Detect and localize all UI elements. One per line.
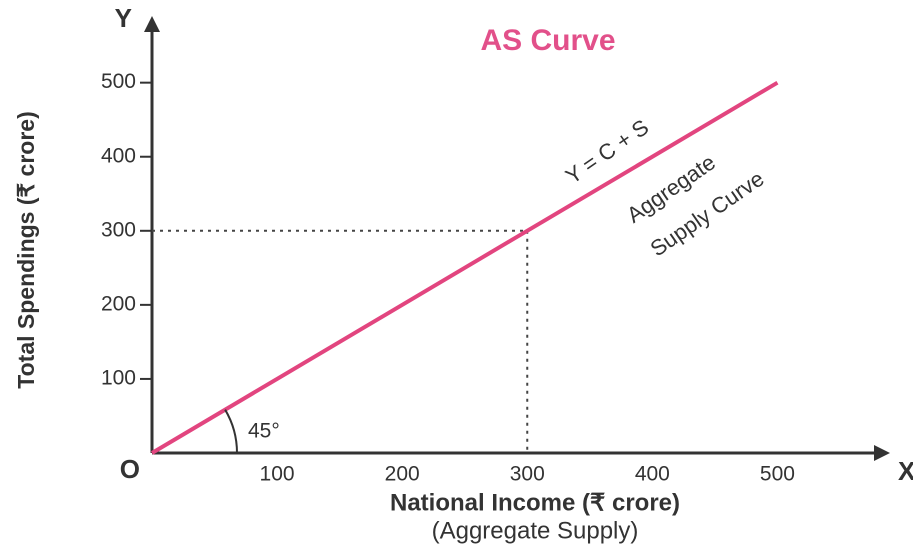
x-arrow	[874, 445, 890, 461]
angle-label: 45°	[248, 420, 280, 443]
angle-arc	[224, 409, 238, 454]
x-tick-label: 500	[760, 463, 795, 486]
series-label: Y = C + S	[561, 114, 653, 189]
x-tick-label: 100	[260, 463, 295, 486]
origin-label: O	[120, 454, 140, 484]
y-axis-label: Total Spendings (₹ crore)	[13, 111, 39, 388]
y-tick-label: 500	[101, 70, 136, 93]
x-tick-label: 200	[385, 463, 420, 486]
y-arrow	[144, 16, 160, 32]
x-tick-label: 300	[510, 463, 545, 486]
line	[150, 80, 779, 455]
y-tick-label: 200	[101, 292, 136, 315]
y-tick-label: 400	[101, 144, 136, 167]
y-tick-label: 300	[101, 218, 136, 241]
x-axis-sublabel: (Aggregate Supply)	[432, 517, 639, 544]
y-tick-label: 100	[101, 366, 136, 389]
chart-title: AS Curve	[480, 24, 615, 57]
x-tick-label: 400	[635, 463, 670, 486]
x-axis-label: National Income (₹ crore)	[390, 489, 680, 516]
x-axis-letter: X	[898, 456, 913, 486]
y-axis-letter: Y	[115, 3, 132, 33]
